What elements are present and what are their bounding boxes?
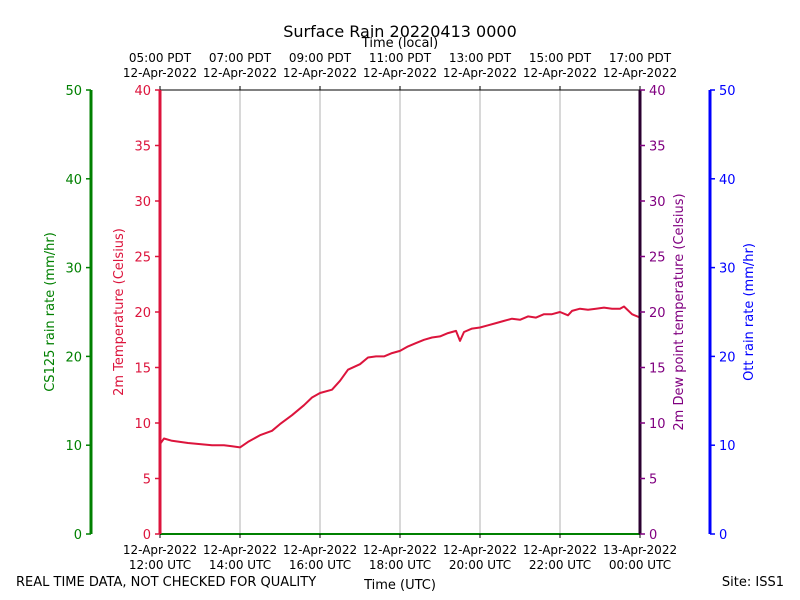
dew-tick-label: 40 [649,84,666,99]
cs125-tick-label: 0 [74,528,82,543]
temp-tick-label: 10 [134,417,151,432]
x-tick-label-top-time: 11:00 PDT [369,51,432,65]
x-tick-label-bottom-date: 12-Apr-2022 [443,543,517,557]
x-tick-label-bottom-time: 14:00 UTC [209,558,271,572]
dew-tick-label: 20 [649,306,666,321]
ott-tick-label: 0 [719,528,727,543]
x-tick-label-top-time: 13:00 PDT [449,51,512,65]
x-tick-label-top-date: 12-Apr-2022 [603,66,677,80]
temp-tick-label: 20 [134,306,151,321]
temp-tick-label: 0 [143,528,151,543]
ott-tick-label: 30 [719,262,736,277]
x-tick-label-top-time: 17:00 PDT [609,51,672,65]
temp-tick-label: 5 [143,473,151,488]
x-tick-label-bottom-date: 12-Apr-2022 [203,543,277,557]
cs125-tick-label: 40 [65,173,82,188]
dew-tick-label: 5 [649,473,657,488]
ott-tick-label: 50 [719,84,736,99]
x-tick-label-top-date: 12-Apr-2022 [283,66,357,80]
cs125-tick-label: 20 [65,350,82,365]
dew-tick-label: 30 [649,195,666,210]
temp-tick-label: 25 [134,251,151,266]
x-tick-label-bottom-time: 16:00 UTC [289,558,351,572]
x-tick-label-top-time: 05:00 PDT [129,51,192,65]
cs125-tick-label: 10 [65,439,82,454]
temp-axis-label: 2m Temperature (Celsius) [112,228,127,396]
x-tick-label-top-time: 15:00 PDT [529,51,592,65]
x-tick-label-top-date: 12-Apr-2022 [203,66,277,80]
x-tick-label-bottom-time: 20:00 UTC [449,558,511,572]
series-line-temp [159,305,641,449]
dew-tick-label: 25 [649,251,666,266]
dew-tick-label: 10 [649,417,666,432]
x-tick-label-bottom-date: 12-Apr-2022 [283,543,357,557]
series-layer [159,305,641,449]
bottom-xlabel: Time (UTC) [363,578,436,593]
x-tick-label-bottom-time: 18:00 UTC [369,558,431,572]
temp-tick-label: 15 [134,362,151,377]
temp-tick-label: 30 [134,195,151,210]
dew-tick-label: 15 [649,362,666,377]
x-tick-label-bottom-date: 12-Apr-2022 [523,543,597,557]
cs125-axis-label: CS125 rain rate (mm/hr) [43,232,58,392]
grid-lines [239,90,561,534]
site-label: Site: ISS1 [721,575,784,590]
top-xlabel: Time (local) [361,36,438,51]
chart-title: Surface Rain 20220413 0000 [283,22,517,41]
x-tick-label-top-date: 12-Apr-2022 [123,66,197,80]
dew-tick-label: 0 [649,528,657,543]
x-tick-label-bottom-time: 00:00 UTC [609,558,671,572]
temp-tick-label: 40 [134,84,151,99]
ott-tick-label: 40 [719,173,736,188]
x-tick-label-bottom-date: 12-Apr-2022 [123,543,197,557]
ott-tick-label: 10 [719,439,736,454]
cs125-tick-label: 50 [65,84,82,99]
x-tick-label-top-time: 09:00 PDT [289,51,352,65]
x-tick-label-bottom-date: 13-Apr-2022 [603,543,677,557]
x-tick-label-top-date: 12-Apr-2022 [363,66,437,80]
cs125-tick-label: 30 [65,262,82,277]
dew-tick-label: 35 [649,140,666,155]
x-tick-label-top-date: 12-Apr-2022 [443,66,517,80]
x-tick-label-top-date: 12-Apr-2022 [523,66,597,80]
x-tick-label-bottom-date: 12-Apr-2022 [363,543,437,557]
x-tick-label-bottom-time: 22:00 UTC [529,558,591,572]
x-tick-label-bottom-time: 12:00 UTC [129,558,191,572]
quality-note: REAL TIME DATA, NOT CHECKED FOR QUALITY [16,575,317,590]
temp-tick-label: 35 [134,140,151,155]
dew-axis-label: 2m Dew point temperature (Celsius) [672,193,687,430]
ott-axis-label: Ott rain rate (mm/hr) [742,243,757,381]
ott-tick-label: 20 [719,350,736,365]
x-tick-label-top-time: 07:00 PDT [209,51,272,65]
